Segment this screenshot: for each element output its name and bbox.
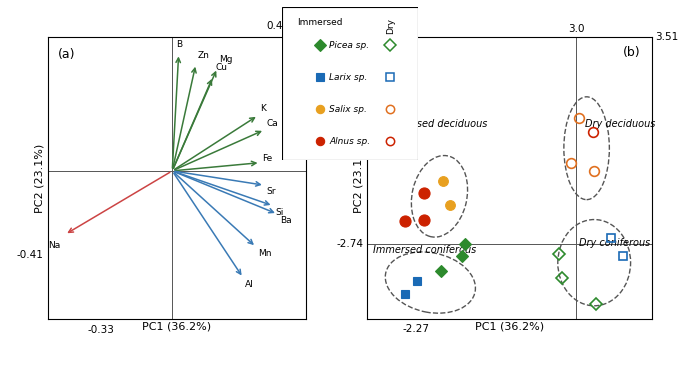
Text: Na: Na bbox=[48, 241, 60, 250]
Text: Immersed deciduous: Immersed deciduous bbox=[385, 119, 488, 129]
Y-axis label: PC2 (23.1%): PC2 (23.1%) bbox=[35, 144, 45, 213]
Text: 3.51: 3.51 bbox=[655, 32, 678, 42]
Text: Mn: Mn bbox=[258, 249, 272, 258]
Text: Al: Al bbox=[245, 280, 254, 289]
Text: Immersed coniferous: Immersed coniferous bbox=[373, 245, 476, 255]
Text: Salix sp.: Salix sp. bbox=[329, 105, 367, 114]
Text: -0.41: -0.41 bbox=[16, 250, 43, 260]
Text: 3.0: 3.0 bbox=[568, 24, 584, 34]
Text: Immersed: Immersed bbox=[297, 18, 343, 27]
Text: Mg: Mg bbox=[219, 55, 233, 64]
Text: Sr: Sr bbox=[267, 187, 276, 196]
Text: Cu: Cu bbox=[215, 63, 227, 72]
Text: Dry deciduous: Dry deciduous bbox=[585, 119, 655, 129]
X-axis label: PC1 (36.2%): PC1 (36.2%) bbox=[142, 322, 211, 332]
Text: B: B bbox=[177, 40, 183, 49]
Y-axis label: PC2 (23.1%): PC2 (23.1%) bbox=[354, 144, 364, 213]
FancyBboxPatch shape bbox=[282, 7, 418, 160]
Text: (a): (a) bbox=[58, 48, 75, 61]
X-axis label: PC1 (36.2%): PC1 (36.2%) bbox=[475, 322, 544, 332]
Text: (b): (b) bbox=[623, 46, 640, 59]
Text: 0.36: 0.36 bbox=[308, 92, 331, 102]
Text: 0.49: 0.49 bbox=[266, 21, 289, 31]
Text: -0.33: -0.33 bbox=[88, 325, 115, 335]
Text: Si: Si bbox=[276, 208, 284, 217]
Text: Picea sp.: Picea sp. bbox=[329, 41, 369, 50]
Text: -2.74: -2.74 bbox=[337, 239, 364, 249]
Text: Zn: Zn bbox=[198, 51, 210, 60]
Text: Fe: Fe bbox=[263, 154, 273, 162]
Text: Dry coniferous: Dry coniferous bbox=[579, 238, 650, 248]
Text: Larix sp.: Larix sp. bbox=[329, 73, 368, 82]
Text: K: K bbox=[261, 104, 266, 113]
Text: Ba: Ba bbox=[280, 216, 291, 225]
Text: Ca: Ca bbox=[267, 119, 278, 128]
Text: Dry: Dry bbox=[386, 18, 395, 34]
Text: Alnus sp.: Alnus sp. bbox=[329, 137, 371, 146]
Text: -2.27: -2.27 bbox=[403, 324, 430, 334]
